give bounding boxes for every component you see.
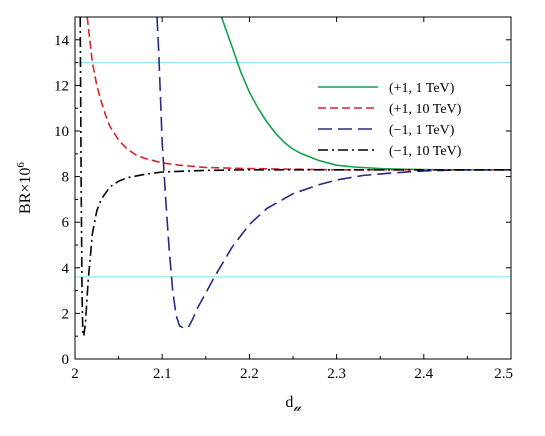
series-line-4 xyxy=(79,17,511,338)
series-line-1 xyxy=(220,17,511,171)
y-tick-label: 0 xyxy=(62,352,70,368)
x-tick-label: 2.3 xyxy=(327,366,346,382)
y-tick-label: 6 xyxy=(62,215,70,231)
legend: (+1, 1 TeV) (+1, 10 TeV) (−1, 1 TeV) (−1, 1… xyxy=(318,81,462,159)
series-line-3 xyxy=(156,17,511,330)
legend-label-2: (+1, 10 TeV) xyxy=(389,102,462,117)
x-axis-label: d𝓊 xyxy=(285,394,302,414)
series-layer xyxy=(79,17,511,338)
y-tick-labels: 0 2 4 6 8 10 12 14 xyxy=(54,33,70,368)
legend-label-1: (+1, 1 TeV) xyxy=(389,81,455,96)
y-tick-label: 10 xyxy=(54,124,69,140)
y-axis-label: BR×106 xyxy=(15,162,34,214)
y-tick-label: 12 xyxy=(54,78,69,94)
plot-frame xyxy=(74,16,512,360)
y-tick-label: 14 xyxy=(54,33,70,49)
y-tick-label: 8 xyxy=(62,170,70,186)
y-tick-label: 4 xyxy=(62,261,70,277)
x-tick-label: 2.4 xyxy=(414,366,433,382)
reference-lines xyxy=(75,62,511,278)
x-tick-label: 2.5 xyxy=(494,366,513,382)
legend-label-3: (−1, 1 TeV) xyxy=(389,123,455,138)
x-tick-label: 2.2 xyxy=(240,366,259,382)
x-tick-labels: 2 2.1 2.2 2.3 2.4 2.5 xyxy=(71,366,513,382)
axis-ticks xyxy=(74,17,512,360)
legend-label-4: (−1, 10 TeV) xyxy=(389,144,462,159)
x-tick-label: 2 xyxy=(71,366,79,382)
y-tick-label: 2 xyxy=(62,306,70,322)
x-tick-label: 2.1 xyxy=(153,366,172,382)
